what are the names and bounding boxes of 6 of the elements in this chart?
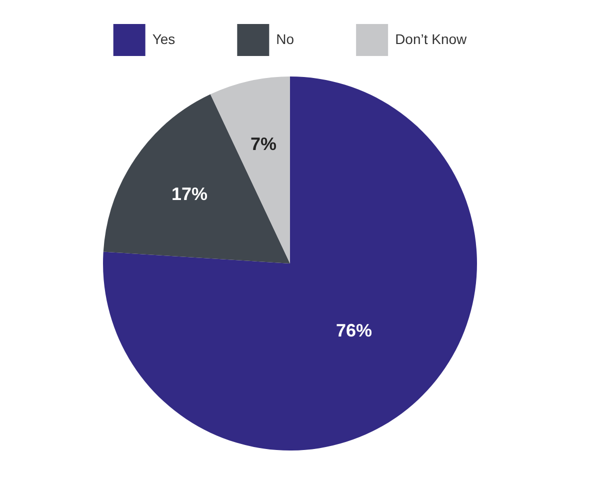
data-label: 76% <box>336 320 372 341</box>
legend-label: Don’t Know <box>395 30 468 47</box>
data-label: 17% <box>171 184 208 204</box>
data-label: 7% <box>250 134 276 154</box>
legend-label: No <box>276 30 294 47</box>
legend-label: Yes <box>152 30 176 47</box>
